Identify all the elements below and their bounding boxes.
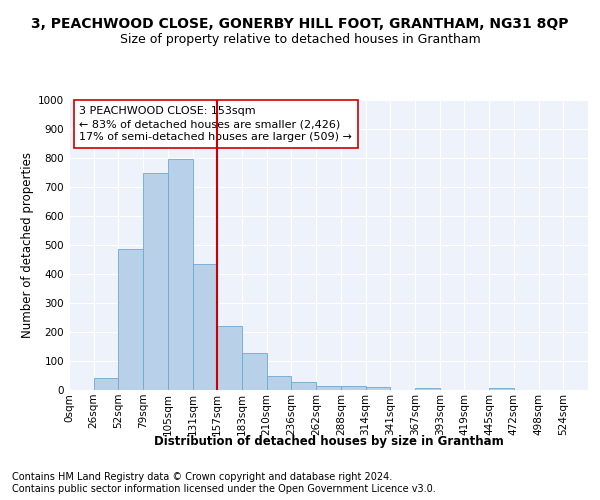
Bar bbox=[341, 386, 365, 390]
Text: 3 PEACHWOOD CLOSE: 153sqm
← 83% of detached houses are smaller (2,426)
17% of se: 3 PEACHWOOD CLOSE: 153sqm ← 83% of detac… bbox=[79, 106, 352, 142]
Text: Contains public sector information licensed under the Open Government Licence v3: Contains public sector information licen… bbox=[12, 484, 436, 494]
Bar bbox=[316, 386, 341, 390]
Bar bbox=[292, 382, 316, 390]
Bar bbox=[365, 387, 390, 390]
Y-axis label: Number of detached properties: Number of detached properties bbox=[21, 152, 34, 338]
Bar bbox=[94, 378, 118, 390]
Bar bbox=[489, 388, 514, 390]
Bar bbox=[168, 160, 193, 390]
Bar bbox=[143, 172, 168, 390]
Text: Contains HM Land Registry data © Crown copyright and database right 2024.: Contains HM Land Registry data © Crown c… bbox=[12, 472, 392, 482]
Text: Size of property relative to detached houses in Grantham: Size of property relative to detached ho… bbox=[119, 32, 481, 46]
Bar bbox=[193, 264, 217, 390]
Bar bbox=[118, 250, 143, 390]
Bar bbox=[267, 376, 292, 390]
Text: 3, PEACHWOOD CLOSE, GONERBY HILL FOOT, GRANTHAM, NG31 8QP: 3, PEACHWOOD CLOSE, GONERBY HILL FOOT, G… bbox=[31, 18, 569, 32]
Bar bbox=[217, 326, 242, 390]
Bar bbox=[242, 353, 267, 390]
Bar bbox=[415, 388, 440, 390]
Text: Distribution of detached houses by size in Grantham: Distribution of detached houses by size … bbox=[154, 435, 503, 448]
